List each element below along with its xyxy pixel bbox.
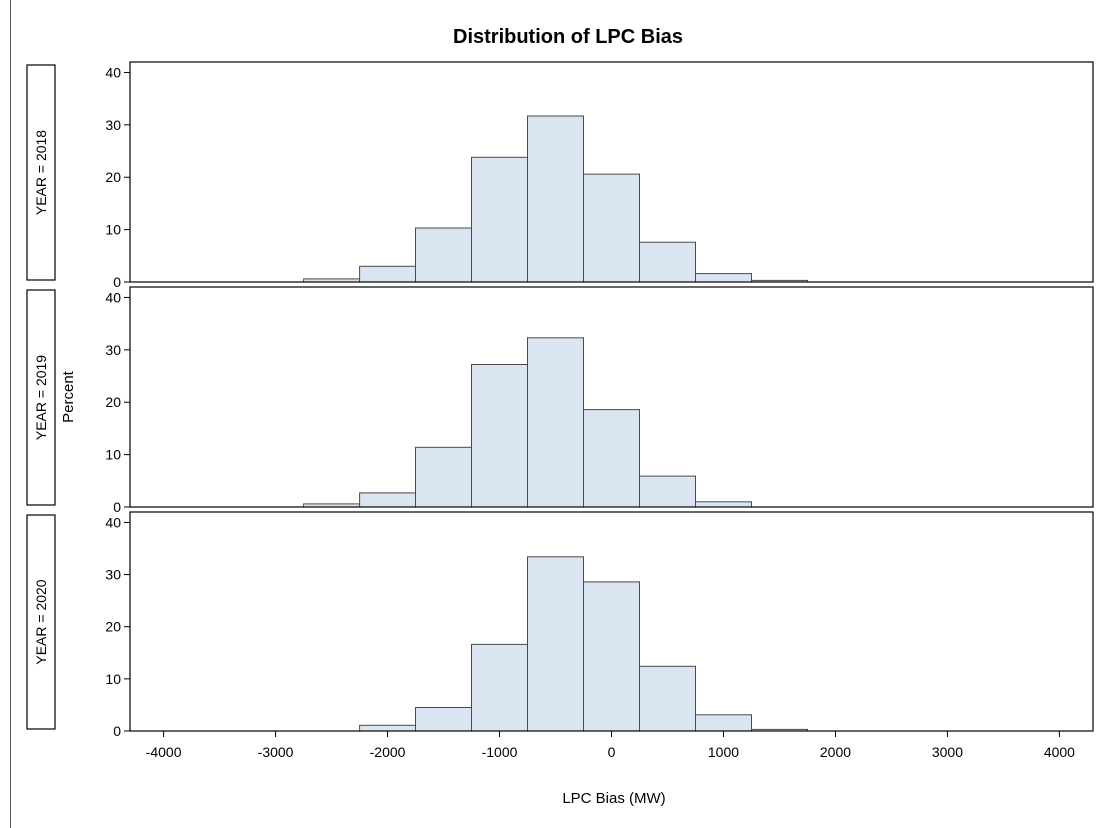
panel-strip-box <box>26 514 56 730</box>
y-axis-label: Percent <box>60 370 77 423</box>
y-tick-label: 20 <box>105 619 121 635</box>
x-tick-label: -3000 <box>258 744 294 760</box>
x-axis-label: LPC Bias (MW) <box>562 790 665 807</box>
panel-frame <box>129 61 1094 283</box>
histogram-bar <box>471 643 528 732</box>
histogram-bar <box>527 115 584 283</box>
y-tick-label: 30 <box>105 342 121 358</box>
histogram-bar <box>583 581 640 732</box>
outer-frame-left <box>10 0 11 828</box>
histogram-bar <box>695 501 752 508</box>
y-tick-label: 0 <box>113 274 121 290</box>
panel-2: 0 10 20 30 40 YEAR = 2020 <box>26 511 1094 739</box>
histogram-bar <box>695 273 752 283</box>
histogram-bar <box>639 665 696 732</box>
y-tick-label: 20 <box>105 394 121 410</box>
histogram-bar <box>359 265 417 283</box>
y-tick-label: 40 <box>105 289 121 305</box>
panels-layer: 0 10 20 30 40 YEAR = 2018 0 10 20 30 40 YEAR = 2019… <box>26 61 1094 760</box>
panel-0: 0 10 20 30 40 YEAR = 2018 <box>26 61 1094 290</box>
histogram-bar <box>583 409 640 508</box>
y-tick-label: 10 <box>105 447 121 463</box>
histogram-bar <box>471 364 528 508</box>
y-tick-label: 0 <box>113 723 121 739</box>
x-tick-label: 2000 <box>820 744 851 760</box>
chart-title: Distribution of LPC Bias <box>453 26 683 48</box>
histogram-bar <box>639 241 696 283</box>
x-tick-label: -4000 <box>146 744 182 760</box>
histogram-bar <box>583 173 640 283</box>
panel-strip-box <box>26 289 56 506</box>
histogram-bar <box>415 227 472 283</box>
x-tick-label: 1000 <box>708 744 739 760</box>
y-tick-label: 40 <box>105 514 121 530</box>
x-tick-label: -2000 <box>370 744 406 760</box>
x-tick-label: -1000 <box>482 744 518 760</box>
panel-strip-label: YEAR = 2018 <box>33 130 49 215</box>
histogram-bar <box>527 337 584 508</box>
x-tick-label: 4000 <box>1044 744 1075 760</box>
histogram-bar <box>415 446 472 508</box>
histogram-bar <box>527 556 584 732</box>
histogram-bar <box>415 707 472 732</box>
histogram-bar <box>695 714 752 732</box>
histogram-bar <box>359 724 417 732</box>
y-tick-label: 40 <box>105 64 121 80</box>
y-tick-label: 0 <box>113 499 121 515</box>
histogram-bar <box>471 156 528 283</box>
y-tick-label: 10 <box>105 222 121 238</box>
panel-1: 0 10 20 30 40 YEAR = 2019 <box>26 286 1094 515</box>
y-tick-label: 20 <box>105 169 121 185</box>
y-tick-label: 10 <box>105 671 121 687</box>
x-tick-label: 3000 <box>932 744 963 760</box>
x-tick-label: 0 <box>608 744 616 760</box>
panel-strip-box <box>26 64 56 281</box>
panel-frame <box>129 286 1094 508</box>
panel-strip-label: YEAR = 2019 <box>33 355 49 440</box>
histogram-bar <box>359 492 417 508</box>
panel-strip-label: YEAR = 2020 <box>33 579 49 664</box>
histogram-bar <box>639 475 696 508</box>
y-tick-label: 30 <box>105 117 121 133</box>
y-tick-label: 30 <box>105 567 121 583</box>
